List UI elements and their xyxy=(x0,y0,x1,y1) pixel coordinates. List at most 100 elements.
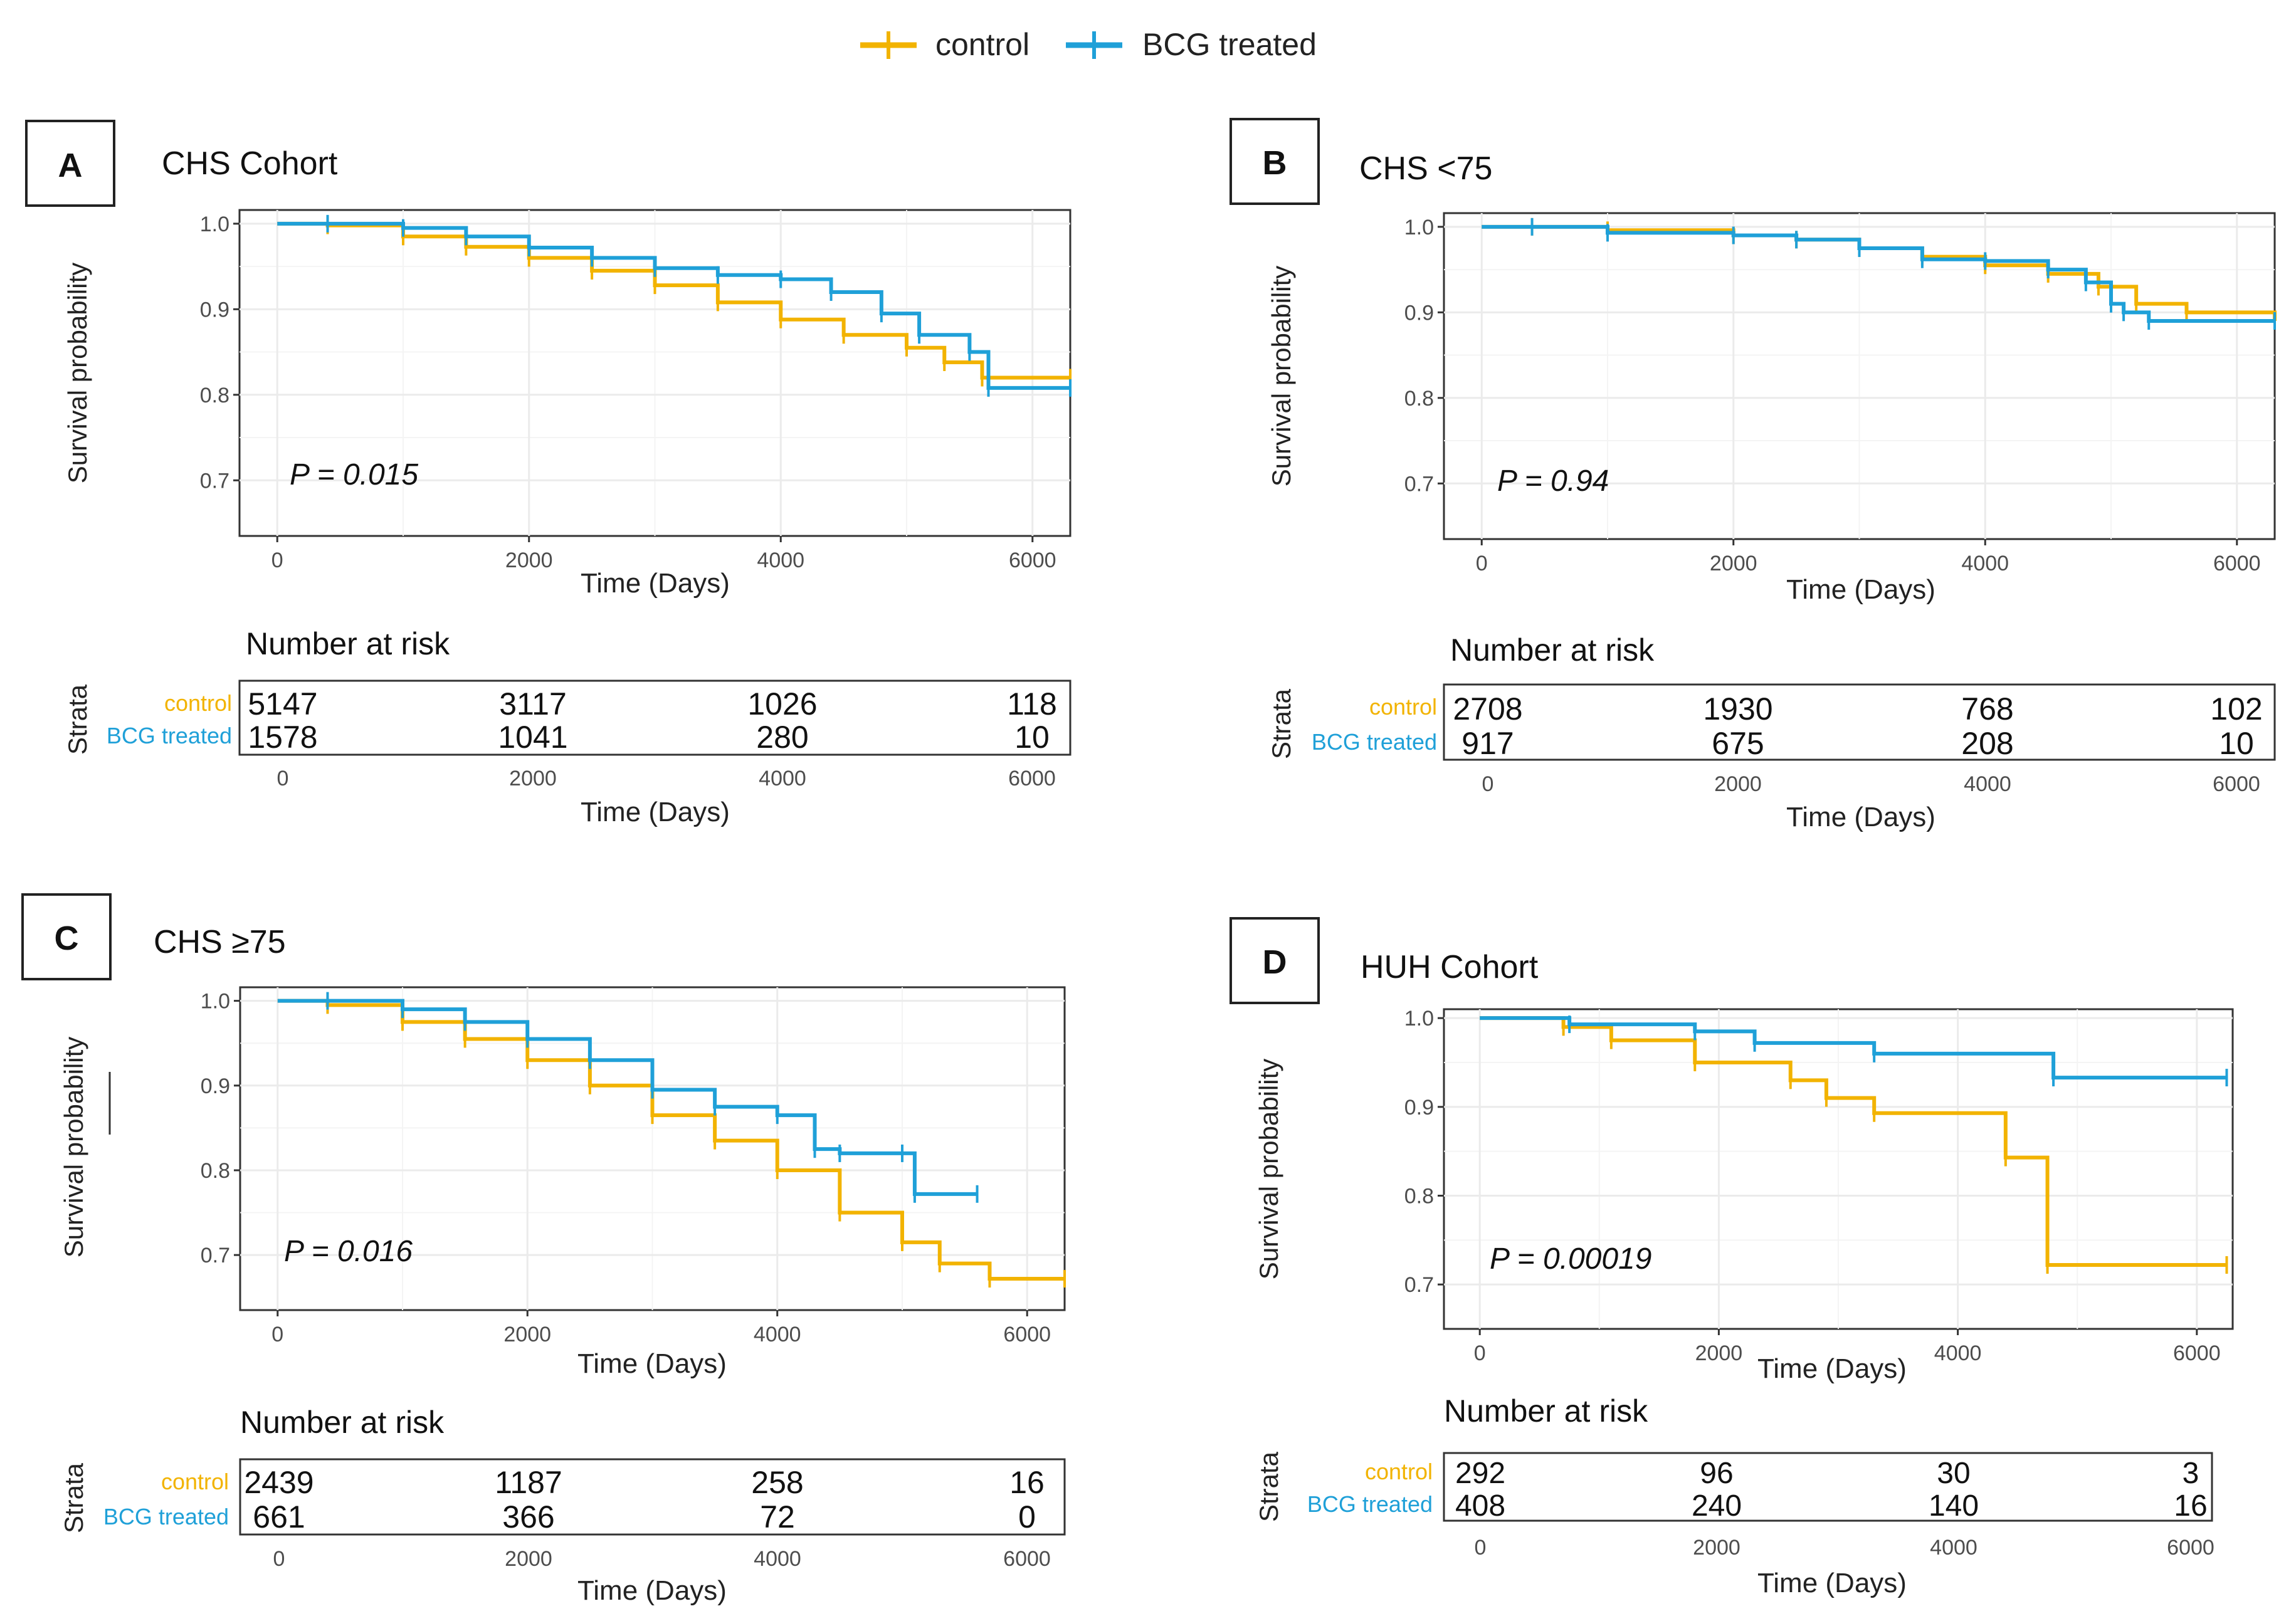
y-tick-label: 0.7 xyxy=(200,469,229,493)
x-tick-label: 6000 xyxy=(2213,552,2261,575)
risk-x-tick: 2000 xyxy=(505,1547,552,1571)
risk-bcg-t6000: 16 xyxy=(2174,1489,2207,1523)
risk-row-label-control: control xyxy=(1365,1459,1433,1484)
y-tick-label: 1.0 xyxy=(201,990,230,1014)
risk-x-tick: 2000 xyxy=(509,767,557,790)
y-tick-label: 0.9 xyxy=(201,1074,230,1098)
x-tick-label: 6000 xyxy=(1003,1323,1051,1346)
risk-bcg-t0: 408 xyxy=(1455,1489,1505,1523)
panel-b: B CHS <75 1.0 0.9 0.8 0.7 0 2000 4000 6000 Sur… xyxy=(1230,118,2277,832)
x-tick-label: 4000 xyxy=(754,1323,801,1346)
x-axis: 0 2000 4000 6000 xyxy=(271,1310,1051,1346)
risk-table-values: 2439 1187 258 16 661 366 72 0 xyxy=(244,1465,1044,1534)
risk-bcg-t4000: 208 xyxy=(1961,726,2013,761)
panel-letter-box xyxy=(1230,917,1320,1004)
y-tick-label: 0.9 xyxy=(1404,301,1434,325)
risk-control-t6000: 102 xyxy=(2210,691,2262,727)
risk-bcg-t0: 661 xyxy=(253,1499,305,1534)
y-tick-label: 0.9 xyxy=(1404,1096,1434,1120)
y-tick-label: 0.9 xyxy=(200,298,229,322)
x-tick-label: 4000 xyxy=(1961,552,2009,575)
risk-bcg-t2000: 240 xyxy=(1692,1489,1742,1523)
panel-letter-box xyxy=(25,120,115,207)
risk-table-frame xyxy=(1443,1452,2213,1522)
x-tick-label: 2000 xyxy=(1695,1341,1743,1365)
risk-bcg-t6000: 10 xyxy=(1014,720,1050,755)
risk-bcg-t4000: 280 xyxy=(756,720,808,755)
risk-x-axis-label: Time (Days) xyxy=(1757,1568,1907,1598)
panel-title: CHS Cohort xyxy=(162,145,338,182)
survival-curve-control xyxy=(1480,1016,2227,1267)
y-tick-label: 0.7 xyxy=(1404,472,1434,496)
risk-table-strata-label: Strata xyxy=(63,684,92,755)
risk-table-frame xyxy=(238,679,1072,756)
x-tick-label: 0 xyxy=(271,548,283,572)
risk-bcg-t2000: 366 xyxy=(502,1499,554,1534)
y-axis: 1.0 0.9 0.8 0.7 xyxy=(1404,1007,1444,1297)
panel-letter-box xyxy=(21,893,112,980)
risk-table-heading: Number at risk xyxy=(240,1405,445,1440)
risk-table-heading: Number at risk xyxy=(1444,1393,1648,1429)
legend-item-bcg: BCG treated xyxy=(1066,27,1317,62)
risk-bcg-t2000: 675 xyxy=(1712,726,1764,761)
risk-table-values: 5147 3117 1026 118 1578 1041 280 10 xyxy=(248,686,1056,755)
x-axis-label: Time (Days) xyxy=(1786,574,1935,605)
risk-x-tick: 0 xyxy=(277,767,289,790)
risk-row-label-control: control xyxy=(1369,694,1437,720)
risk-bcg-t6000: 10 xyxy=(2219,726,2254,761)
risk-x-tick: 4000 xyxy=(754,1547,801,1571)
risk-control-t6000: 3 xyxy=(2183,1457,2199,1490)
risk-x-axis-label: Time (Days) xyxy=(1786,802,1935,832)
series-layer xyxy=(1480,1015,2228,1274)
risk-table-values: 292 96 30 3 408 240 140 16 xyxy=(1455,1457,2208,1523)
x-axis-label: Time (Days) xyxy=(577,1348,727,1379)
y-tick-label: 0.8 xyxy=(201,1159,230,1183)
p-value: P = 0.94 xyxy=(1497,464,1609,498)
y-axis-label: Survival probability xyxy=(1266,266,1296,487)
x-tick-label: 2000 xyxy=(503,1323,551,1346)
x-tick-label: 4000 xyxy=(757,548,804,572)
y-tick-label: 1.0 xyxy=(1404,1007,1434,1031)
y-axis-label: Survival probability xyxy=(1254,1059,1283,1280)
y-axis: 1.0 0.9 0.8 0.7 xyxy=(1404,216,1444,496)
risk-bcg-t0: 1578 xyxy=(248,720,317,755)
risk-row-label-bcg: BCG treated xyxy=(107,723,232,748)
x-tick-label: 0 xyxy=(1474,1341,1486,1365)
survival-curve-control xyxy=(1482,224,2277,321)
risk-table-frame xyxy=(239,1458,1066,1536)
y-axis: 1.0 0.9 0.8 0.7 xyxy=(200,212,240,493)
x-axis: 0 2000 4000 6000 xyxy=(1474,1329,2221,1365)
risk-row-label-bcg: BCG treated xyxy=(1312,729,1437,755)
y-tick-label: 0.7 xyxy=(1404,1273,1434,1297)
risk-x-axis-label: Time (Days) xyxy=(577,1575,727,1606)
risk-bcg-t6000: 0 xyxy=(1018,1499,1036,1534)
risk-x-tick: 0 xyxy=(273,1547,285,1571)
y-axis: 1.0 0.9 0.8 0.7 xyxy=(201,990,240,1267)
risk-control-t4000: 768 xyxy=(1961,691,2013,727)
y-tick-label: 0.8 xyxy=(200,384,229,407)
p-value: P = 0.015 xyxy=(290,458,418,491)
x-tick-label: 2000 xyxy=(505,548,553,572)
legend: control BCG treated xyxy=(860,27,1317,62)
y-axis-label: Survival probability xyxy=(59,1037,88,1258)
risk-x-axis: 0 2000 4000 6000 xyxy=(277,767,1056,790)
risk-x-tick: 6000 xyxy=(2213,772,2260,796)
survival-curve-bcg xyxy=(277,999,977,1196)
risk-control-t4000: 1026 xyxy=(747,686,817,721)
panel-title: HUH Cohort xyxy=(1361,949,1539,985)
panel-letter: C xyxy=(55,920,79,957)
survival-curve-control xyxy=(277,221,1070,380)
risk-control-t6000: 16 xyxy=(1009,1465,1045,1500)
risk-x-tick: 0 xyxy=(1482,772,1494,796)
x-tick-label: 2000 xyxy=(1710,552,1757,575)
risk-x-tick: 4000 xyxy=(1930,1536,1977,1560)
x-axis-label: Time (Days) xyxy=(1757,1353,1907,1384)
y-tick-label: 0.8 xyxy=(1404,387,1434,411)
risk-x-tick: 4000 xyxy=(1964,772,2011,796)
x-tick-label: 6000 xyxy=(1009,548,1056,572)
risk-table-strata-label: Strata xyxy=(1254,1451,1283,1522)
panel-d: D HUH Cohort 1.00.90.80.7 0 2000 4000 6000 … xyxy=(1230,917,2234,1598)
series-layer xyxy=(277,992,1066,1288)
risk-row-label-control: control xyxy=(161,1469,229,1494)
